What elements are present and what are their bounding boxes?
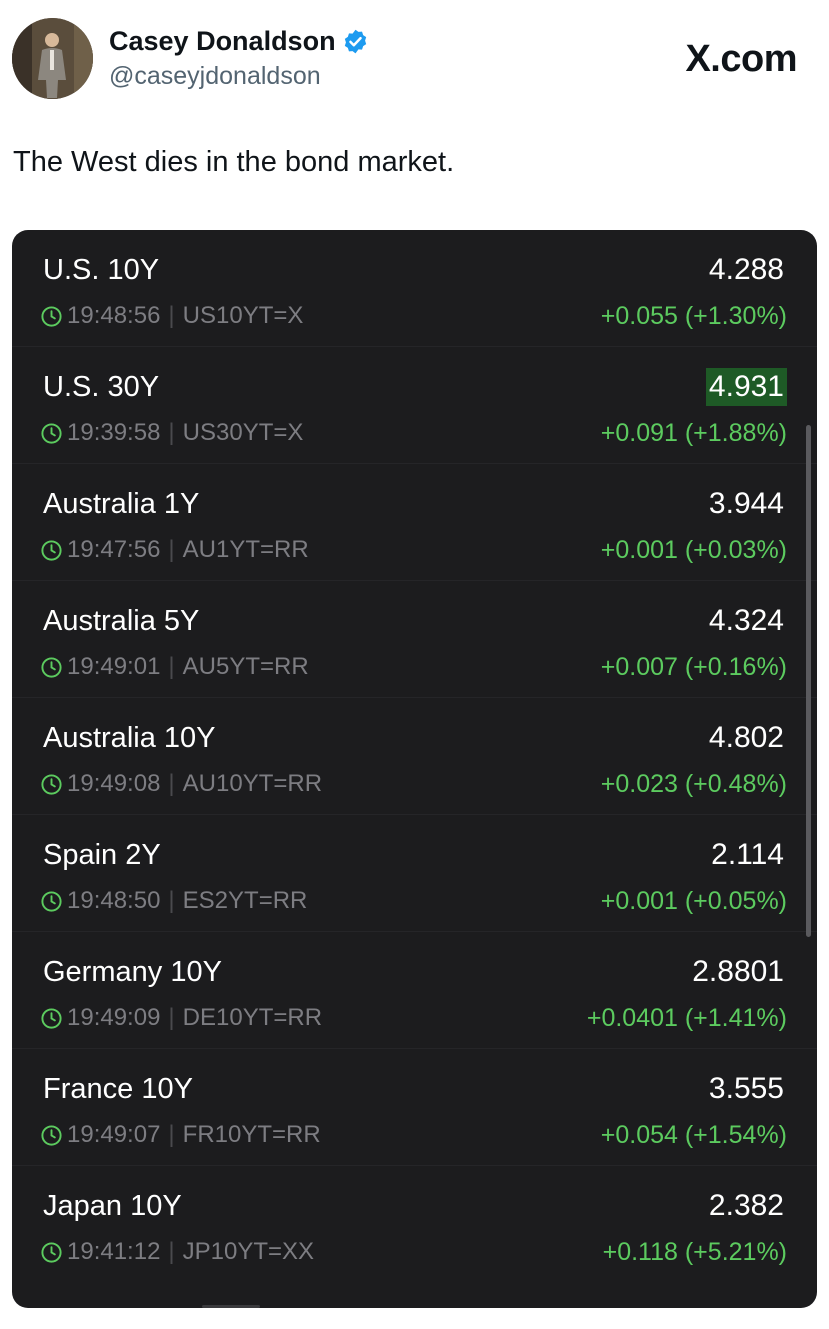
quote-change: +0.001 (+0.03%) — [600, 536, 787, 564]
quote-change: +0.023 (+0.48%) — [600, 770, 787, 798]
quote-row[interactable]: Germany 10Y 19:49:09 | DE10YT=RR 2.8801 +0.04… — [12, 932, 817, 1049]
quote-symbol: US30YT=X — [182, 419, 304, 446]
clock-icon — [40, 539, 63, 562]
meta-separator: | — [168, 887, 175, 914]
quote-meta: 19:48:56 | US10YT=X — [40, 302, 303, 330]
quote-meta: 19:49:01 | AU5YT=RR — [40, 653, 309, 681]
quote-price: 3.555 — [708, 1072, 784, 1105]
x-logo[interactable]: X.com — [685, 38, 797, 80]
quote-time: 19:41:12 — [67, 1238, 161, 1265]
quote-time: 19:49:01 — [67, 653, 161, 680]
quote-time: 19:49:08 — [67, 770, 161, 797]
quote-row[interactable]: Australia 1Y 19:47:56 | AU1YT=RR 3.944 +0.001… — [12, 464, 817, 581]
quote-name: Australia 10Y — [43, 722, 216, 754]
clock-icon — [40, 656, 63, 679]
quote-change: +0.054 (+1.54%) — [600, 1121, 787, 1149]
quote-name: Spain 2Y — [43, 839, 161, 871]
quote-name: U.S. 30Y — [43, 371, 160, 403]
quote-name: Japan 10Y — [43, 1190, 182, 1222]
quote-symbol: AU1YT=RR — [182, 536, 309, 563]
quote-meta: 19:48:50 | ES2YT=RR — [40, 887, 307, 915]
quote-price: 4.288 — [708, 253, 784, 286]
meta-separator: | — [168, 1238, 175, 1265]
quote-change: +0.055 (+1.30%) — [600, 302, 787, 330]
quote-meta: 19:49:09 | DE10YT=RR — [40, 1004, 322, 1032]
quote-name: France 10Y — [43, 1073, 193, 1105]
quote-meta: 19:39:58 | US30YT=X — [40, 419, 303, 447]
quote-change: +0.0401 (+1.41%) — [586, 1004, 787, 1032]
quote-symbol: US10YT=X — [182, 302, 304, 329]
quote-row[interactable]: Spain 2Y 19:48:50 | ES2YT=RR 2.114 +0.001 (+0… — [12, 815, 817, 932]
clock-icon — [40, 1124, 63, 1147]
clock-icon — [40, 305, 63, 328]
quote-row[interactable]: U.S. 30Y 19:39:58 | US30YT=X 4.931 +0.091 (+1… — [12, 347, 817, 464]
quote-meta: 19:47:56 | AU1YT=RR — [40, 536, 309, 564]
clock-icon — [40, 890, 63, 913]
avatar-image — [12, 18, 93, 99]
quote-time: 19:49:09 — [67, 1004, 161, 1031]
tweet-text: The West dies in the bond market. — [13, 146, 455, 178]
quote-name: Australia 5Y — [43, 605, 200, 637]
quote-symbol: DE10YT=RR — [182, 1004, 323, 1031]
quotes-list: U.S. 10Y 19:48:56 | US10YT=X 4.288 +0.055 (+1… — [12, 230, 817, 1283]
quote-price: 2.8801 — [692, 955, 784, 988]
author-name-row[interactable]: Casey Donaldson — [109, 26, 369, 57]
quote-price: 2.382 — [708, 1189, 784, 1222]
tweet-header: Casey Donaldson @caseyjdonaldson X.com — [12, 18, 817, 102]
quote-time: 19:47:56 — [67, 536, 161, 563]
author-handle[interactable]: @caseyjdonaldson — [109, 62, 321, 90]
verified-badge-icon — [342, 28, 369, 55]
quote-time: 19:48:56 — [67, 302, 161, 329]
quote-meta: 19:49:07 | FR10YT=RR — [40, 1121, 321, 1149]
meta-separator: | — [168, 536, 175, 563]
meta-separator: | — [168, 1121, 175, 1148]
scrollbar[interactable] — [806, 425, 811, 937]
quote-row[interactable]: U.S. 10Y 19:48:56 | US10YT=X 4.288 +0.055 (+1… — [12, 230, 817, 347]
quote-symbol: AU5YT=RR — [182, 653, 309, 680]
quote-symbol: JP10YT=XX — [182, 1238, 315, 1265]
quote-name: U.S. 10Y — [43, 254, 160, 286]
quote-price: 3.944 — [708, 487, 784, 520]
bond-quotes-card: U.S. 10Y 19:48:56 | US10YT=X 4.288 +0.055 (+1… — [12, 230, 817, 1308]
quote-price: 4.931 — [705, 368, 787, 406]
author-name[interactable]: Casey Donaldson — [109, 26, 336, 56]
avatar[interactable] — [12, 18, 93, 99]
meta-separator: | — [168, 419, 175, 446]
quote-row[interactable]: Australia 10Y 19:49:08 | AU10YT=RR 4.802 +0.0… — [12, 698, 817, 815]
quote-name: Germany 10Y — [43, 956, 222, 988]
quote-change: +0.007 (+0.16%) — [600, 653, 787, 681]
clock-icon — [40, 422, 63, 445]
quote-price: 4.324 — [708, 604, 784, 637]
quote-symbol: ES2YT=RR — [182, 887, 308, 914]
quote-price: 4.802 — [708, 721, 784, 754]
quote-row[interactable]: France 10Y 19:49:07 | FR10YT=RR 3.555 +0.054 … — [12, 1049, 817, 1166]
clock-icon — [40, 1007, 63, 1030]
quote-row[interactable]: Australia 5Y 19:49:01 | AU5YT=RR 4.324 +0.007… — [12, 581, 817, 698]
quote-price: 2.114 — [711, 838, 784, 871]
meta-separator: | — [168, 770, 175, 797]
meta-separator: | — [168, 302, 175, 329]
quote-symbol: AU10YT=RR — [182, 770, 323, 797]
quote-change: +0.091 (+1.88%) — [600, 419, 787, 447]
home-indicator — [202, 1305, 260, 1308]
quote-name: Australia 1Y — [43, 488, 200, 520]
quote-time: 19:49:07 — [67, 1121, 161, 1148]
meta-separator: | — [168, 1004, 175, 1031]
quote-row[interactable]: Japan 10Y 19:41:12 | JP10YT=XX 2.382 +0.118 (… — [12, 1166, 817, 1283]
clock-icon — [40, 773, 63, 796]
quote-time: 19:48:50 — [67, 887, 161, 914]
clock-icon — [40, 1241, 63, 1264]
quote-change: +0.001 (+0.05%) — [600, 887, 787, 915]
quote-change: +0.118 (+5.21%) — [602, 1238, 787, 1266]
quote-meta: 19:41:12 | JP10YT=XX — [40, 1238, 314, 1266]
quote-symbol: FR10YT=RR — [182, 1121, 321, 1148]
meta-separator: | — [168, 653, 175, 680]
quote-time: 19:39:58 — [67, 419, 161, 446]
quote-meta: 19:49:08 | AU10YT=RR — [40, 770, 322, 798]
